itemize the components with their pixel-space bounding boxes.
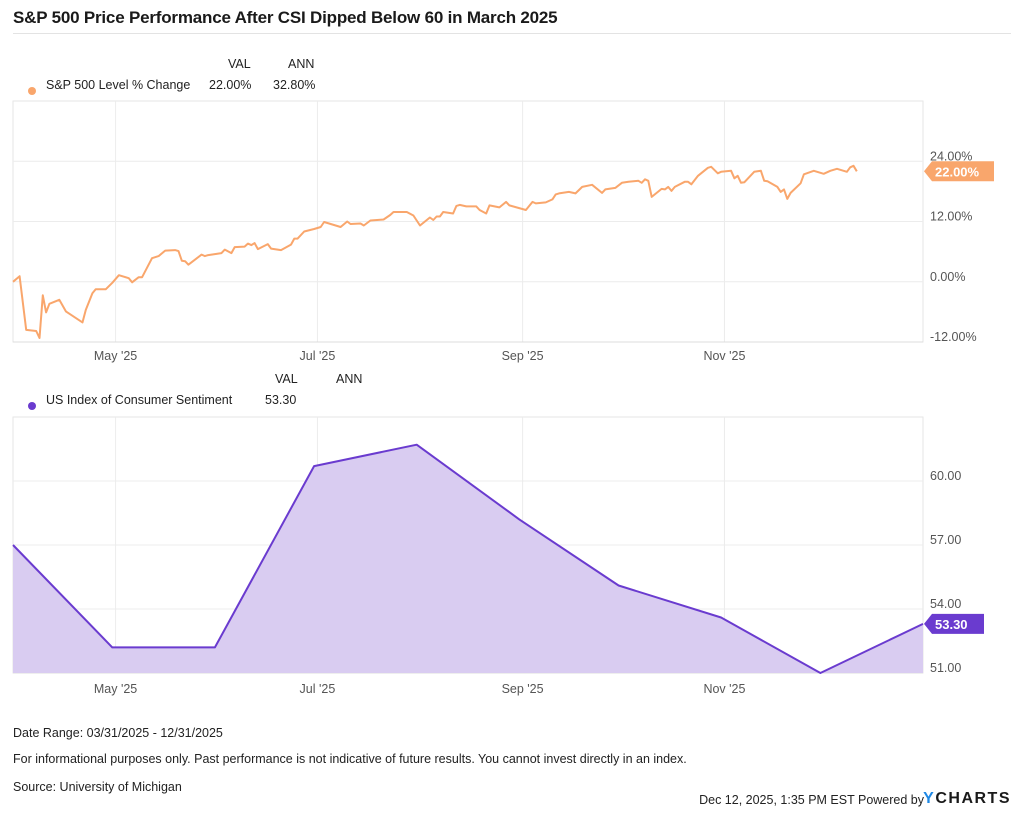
source: Source: University of Michigan [13, 780, 182, 794]
legend-top-val: 22.00% [209, 78, 252, 92]
x-tick-label: Nov '25 [703, 682, 745, 696]
series-line [12, 164, 858, 339]
x-tick-label: Sep '25 [502, 682, 544, 696]
logo-y: Y [923, 790, 936, 807]
legend-top-series-name[interactable]: S&P 500 Level % Change [46, 78, 191, 92]
last-value-badge [924, 161, 994, 182]
disclaimer: For informational purposes only. Past pe… [13, 752, 687, 766]
x-tick-label: Sep '25 [502, 349, 544, 363]
y-tick-label: 24.00% [930, 149, 972, 163]
y-tick-label: 54.00 [930, 597, 961, 611]
csi-chart: 60.00 57.00 54.00 51.00 May '25 Jul '25 Sep '2… [12, 416, 984, 696]
title-divider [13, 33, 1011, 34]
legend-top-marker-icon [28, 82, 36, 100]
chart-title: S&P 500 Price Performance After CSI Dipp… [13, 8, 558, 27]
legend-top-ann-header: ANN [288, 57, 315, 71]
legend-bottom-series-name[interactable]: US Index of Consumer Sentiment [46, 393, 233, 407]
y-tick-label: -12.00% [930, 330, 977, 344]
timestamp: Dec 12, 2025, 1:35 PM EST Powered by [699, 793, 924, 807]
y-tick-label: 0.00% [930, 270, 965, 284]
legend-top-ann: 32.80% [273, 78, 316, 92]
series-line [12, 443, 924, 674]
x-tick-label: Jul '25 [300, 349, 336, 363]
y-tick-label: 60.00 [930, 469, 961, 483]
logo-text: CHARTS [935, 790, 1011, 807]
legend-bottom-val: 53.30 [265, 393, 297, 407]
last-value-label: 53.30 [935, 617, 968, 632]
ycharts-logo[interactable]: YCHARTS [923, 790, 1011, 808]
sp500-chart: 24.00% 12.00% 0.00% -12.00% May '25 Jul '25 Se… [12, 100, 994, 363]
x-tick-label: Nov '25 [703, 349, 745, 363]
legend-top-val-header: VAL [228, 57, 251, 71]
last-value-badge [924, 613, 984, 634]
x-tick-label: Jul '25 [300, 682, 336, 696]
y-tick-label: 51.00 [930, 661, 961, 675]
y-tick-label: 57.00 [930, 533, 961, 547]
legend-bottom-val-header: VAL [275, 372, 298, 386]
x-tick-label: May '25 [94, 349, 137, 363]
legend-bottom-marker-icon [28, 397, 36, 415]
legend-bottom-ann-header: ANN [336, 372, 363, 386]
y-tick-label: 12.00% [930, 210, 972, 224]
last-value-label: 22.00% [935, 164, 980, 179]
series-area [13, 444, 923, 673]
x-tick-label: May '25 [94, 682, 137, 696]
date-range: Date Range: 03/31/2025 - 12/31/2025 [13, 726, 223, 740]
